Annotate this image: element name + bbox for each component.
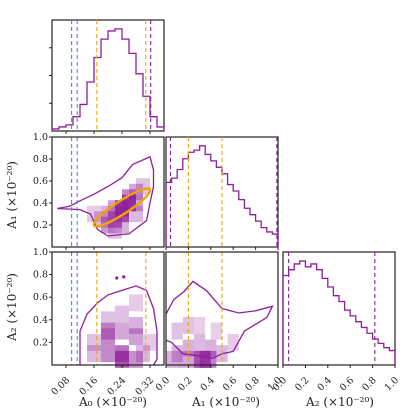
x-tick-label-a2: 1.0 [383,375,401,393]
density-cell-a0-a1 [115,216,129,234]
density-cell-a0-a2 [129,350,143,368]
density-cell-a1-a2 [194,350,206,368]
histogram-a0 [51,28,165,131]
outlier-dot-a0-a2 [115,276,119,280]
y-tick-label-a2: 0.6 [33,292,48,303]
contour-a0-a2 [79,285,158,366]
x-tick-label-a1: 0.4 [198,375,216,393]
density-cell-a1-a2 [227,333,239,351]
x-axis-label-a1: A₁ (×10⁻²⁰) [191,395,260,409]
histogram-frame-a2 [282,251,396,366]
density-cell-a1-a2 [205,339,217,357]
y-tick-label-a1: 0.6 [33,176,48,187]
y-tick-label-a2: 0.8 [33,270,48,281]
density-cell-a1-a2 [194,333,206,351]
x-tick-label-a1: 0.2 [176,375,194,393]
y-tick-label-a2: 1.0 [33,247,48,258]
density-cell-a0-a1 [108,200,122,217]
density-cell-a0-a2 [129,316,143,334]
density-cell-a1-a2 [205,350,217,368]
density-cell-a0-a2 [143,333,157,351]
y-tick-label-a1: 0.8 [33,154,48,165]
corner-panels: 0.0 0.2 0.4 0.6 0.8 1.00.20.40.60.81.00.08 0.1… [33,19,401,398]
density-cell-a0-a2 [101,328,115,346]
x-tick-label-a2: 0.4 [315,375,333,393]
y-tick-label-a1: 0.2 [33,220,48,231]
density-cell-a0-a2 [115,322,129,340]
x-tick-label-a2: 0.2 [293,375,311,393]
density-cell-a1-a2 [171,322,183,340]
x-tick-label-a2: 0.8 [360,375,378,393]
x-tick-label-a1: 0.8 [243,375,261,393]
density-cell-a0-a2 [101,311,115,329]
density-cell-a1-a2 [182,339,194,357]
density-cell-a1-a2 [177,350,189,368]
density-cell-a0-a2 [129,294,143,312]
density-cell-a0-a2 [101,345,115,363]
x-tick-label-a2: 0.6 [338,375,356,393]
x-axis-label-a2: A₂ (×10⁻²⁰) [305,395,374,409]
density-cell-a1-a2 [210,322,222,340]
x-tick-label-a1: 0.6 [221,375,239,393]
density-cell-a0-a1 [101,205,115,223]
density-cell-a0-a2 [136,345,150,363]
outlier-dot-a0-a2 [122,275,126,279]
panel-frame-a0-a2 [51,251,165,366]
density-cell-a1-a2 [188,350,200,368]
x-tick-label-a0: 0.08 [49,375,72,398]
y-tick-label-a2: 0.4 [33,315,48,326]
density-cell-a1-a2 [194,316,206,334]
panel-frame-a0-a1 [51,136,165,248]
density-cell-a0-a1 [129,205,143,223]
y-tick-label-a2: 0.2 [33,337,48,348]
histogram-a2 [282,260,396,365]
density-cell-a1-a2 [166,350,178,368]
axis-labels: A₀ (×10⁻²⁰) A₁ (×10⁻²⁰) A₂ (×10⁻²⁰) A₁ (… [5,161,374,409]
y-axis-label-a1: A₁ (×10⁻²⁰) [5,161,19,230]
density-cell-a0-a2 [87,345,101,363]
density-cell-a0-a2 [115,345,129,363]
density-cell-a0-a2 [115,305,129,323]
panel-frame-a1-a2 [165,251,279,366]
x-axis-label-a0: A₀ (×10⁻²⁰) [78,395,147,409]
density-cell-a1-a2 [171,345,183,363]
y-tick-label-a1: 1.0 [33,132,48,143]
density-cell-a0-a2 [87,333,101,351]
x-tick-label-a1: 0.0 [154,375,172,393]
density-cell-a0-a2 [101,322,115,340]
histogram-a1 [165,145,279,247]
fisher-ellipse-a0-a1 [92,187,152,228]
y-tick-label-a1: 0.4 [33,198,48,209]
contour-a1-a2 [165,280,274,359]
y-axis-label-a2: A₂ (×10⁻²⁰) [5,273,19,342]
density-cell-a0-a2 [129,328,143,346]
